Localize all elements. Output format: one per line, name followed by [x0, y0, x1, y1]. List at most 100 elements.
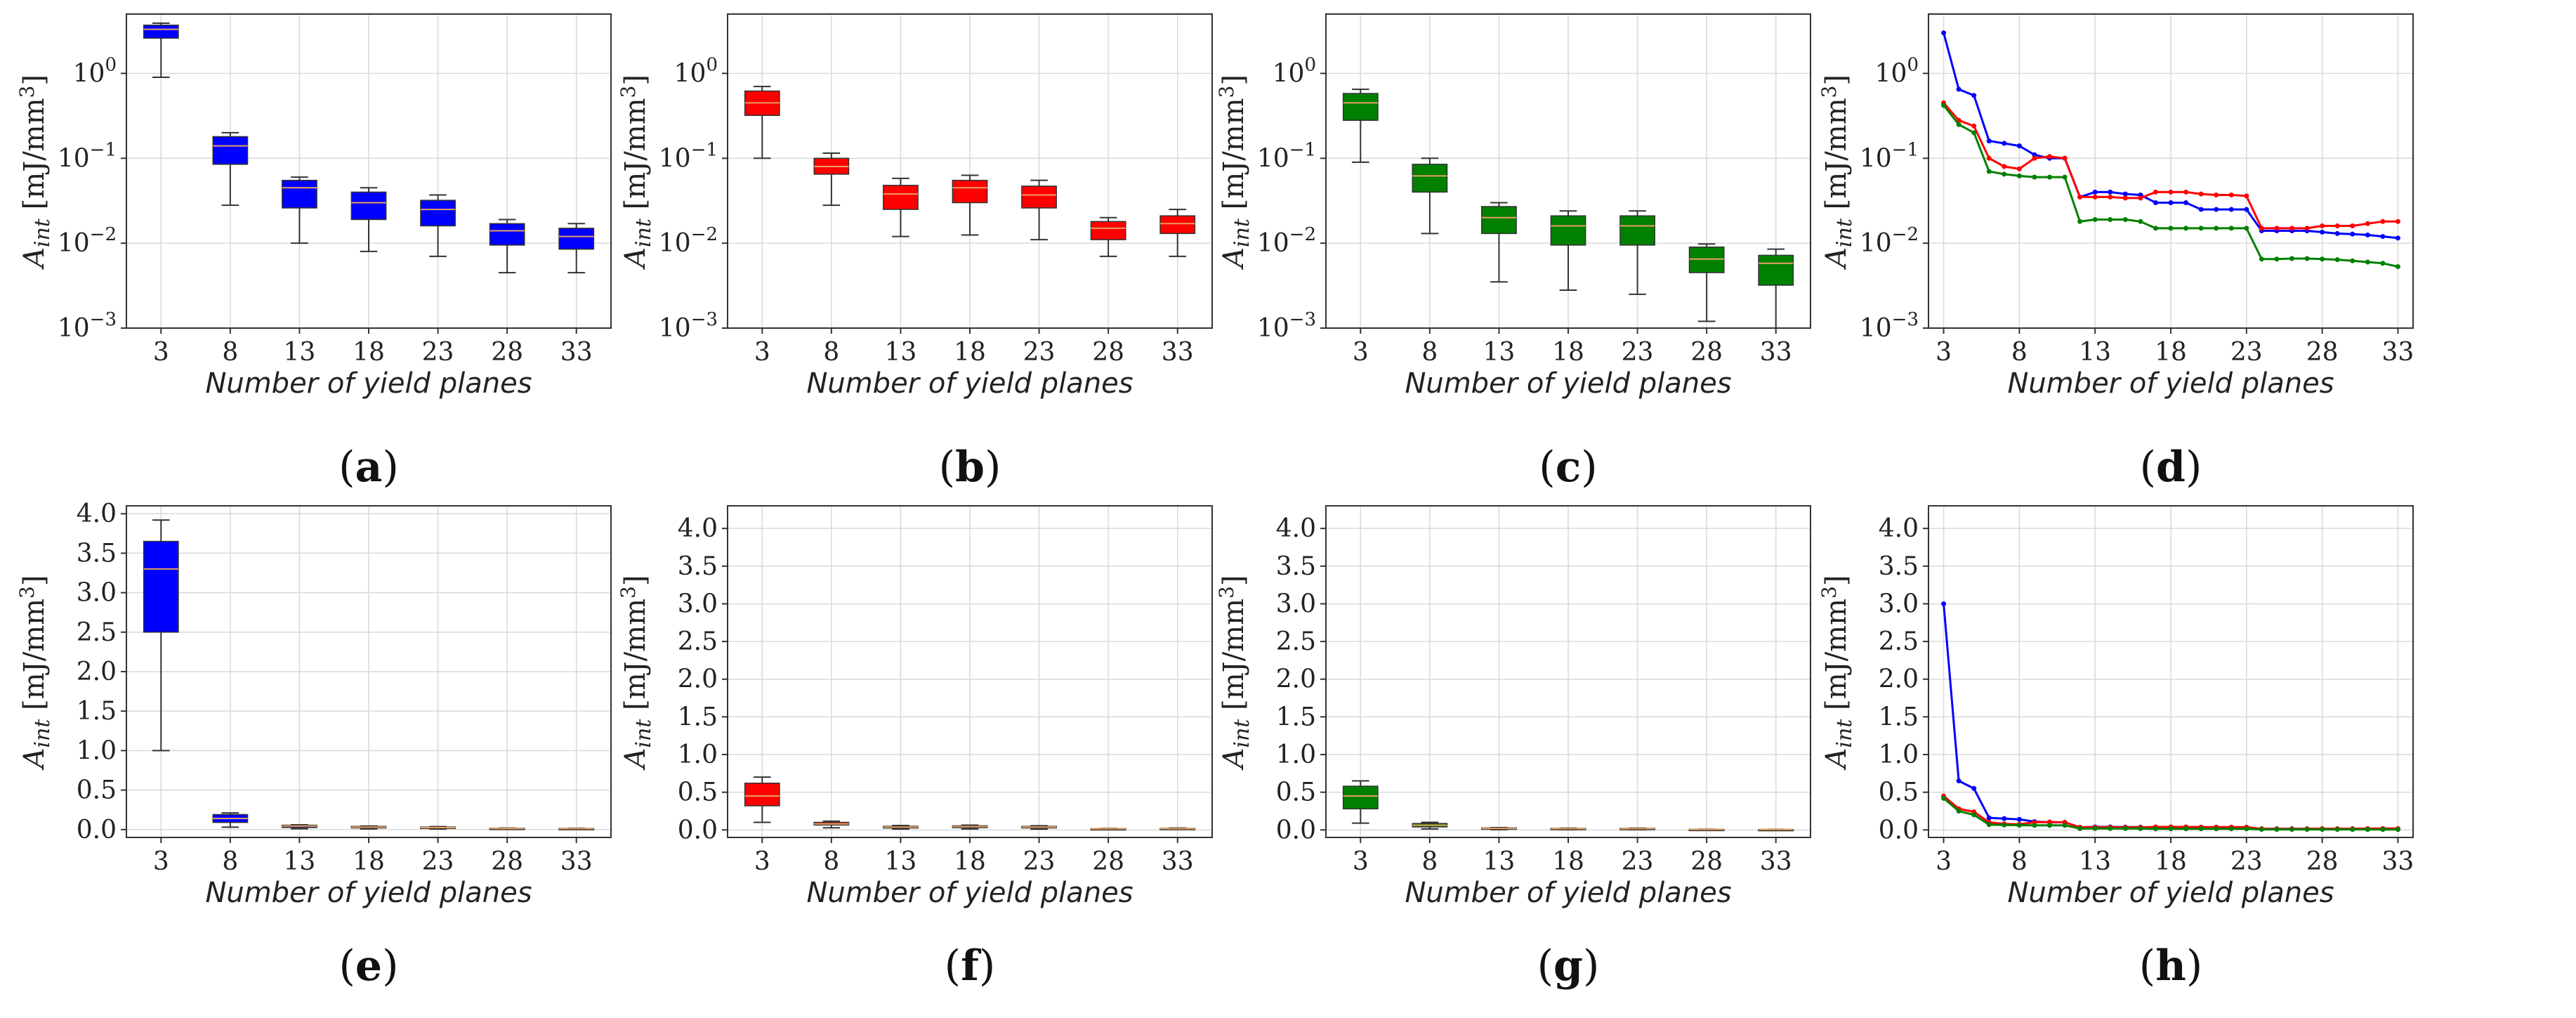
x-tick-label: 23 [422, 847, 454, 876]
series-point [2320, 229, 2325, 235]
y-tick-label: 0.0 [678, 816, 718, 844]
series-green [1941, 103, 2400, 269]
box-13 [1481, 202, 1517, 283]
box-body [952, 179, 988, 204]
y-tick-label: 1.5 [1276, 703, 1316, 731]
box-23 [1619, 210, 1655, 295]
series-point [2395, 263, 2400, 269]
y-tick-label: 10−1 [58, 139, 117, 173]
chart-panel-e: 0.0 0.5 1.0 1.5 2.0 2.5 3.0 3.5 4.0 3 8 13 18 23 28 33 N… [15, 500, 612, 991]
series-point [2092, 189, 2098, 195]
series-point [2244, 226, 2249, 231]
y-tick-label: 10−1 [1860, 139, 1919, 173]
x-tick-label: 23 [1023, 338, 1056, 367]
x-tick-label: 8 [823, 338, 839, 367]
x-tick-label: 3 [1936, 847, 1952, 876]
x-tick-label: 3 [153, 847, 169, 876]
y-tick-label: 0.5 [1879, 778, 1919, 807]
x-tick-label: 13 [2079, 338, 2111, 367]
box-8 [1412, 157, 1448, 235]
box-13 [883, 177, 919, 237]
series-point [2350, 231, 2355, 237]
box-body [143, 25, 179, 39]
series-point [2168, 226, 2174, 231]
x-tick-label: 13 [284, 847, 316, 876]
series-point [2380, 218, 2386, 224]
series-point [2032, 155, 2037, 161]
series-point [2334, 223, 2340, 228]
box-body [143, 540, 179, 633]
y-tick-label: 2.5 [1276, 627, 1316, 656]
series-point [2380, 234, 2386, 240]
series-point [2108, 826, 2113, 831]
box-8 [212, 812, 249, 828]
box-33 [558, 223, 595, 274]
y-tick-label: 4.0 [1879, 514, 1919, 543]
series-point [2365, 827, 2370, 833]
series-blue [1941, 30, 2400, 241]
y-tick-label: 1.0 [77, 736, 117, 765]
box-28 [1688, 243, 1725, 322]
series-point [2138, 218, 2143, 224]
box-body [1758, 254, 1794, 286]
x-tick-label: 18 [954, 847, 986, 876]
box-3 [1342, 89, 1379, 163]
x-tick-label: 8 [2011, 338, 2028, 367]
box-18 [952, 824, 988, 830]
series-point [2092, 194, 2098, 200]
series-point [2228, 192, 2234, 197]
box-3 [744, 86, 780, 159]
box-33 [1758, 248, 1794, 329]
x-tick-label: 33 [560, 847, 593, 876]
panel-caption: (f) [945, 941, 996, 991]
x-axis-label: Number of yield planes [1405, 877, 1731, 909]
chart-panel-f: 0.0 0.5 1.0 1.5 2.0 2.5 3.0 3.5 4.0 3 8 13 18 23 28 33 N… [617, 505, 1213, 991]
y-axis-label: Aint [mJ/mm3] [15, 74, 55, 270]
series-point [2214, 226, 2219, 231]
series-point [1971, 130, 1977, 136]
box-body [420, 200, 456, 227]
box-8 [212, 131, 249, 207]
series-point [2334, 257, 2340, 263]
y-tick-label: 1.5 [1879, 703, 1919, 731]
y-tick-label: 4.0 [678, 514, 718, 543]
series-point [2183, 200, 2189, 205]
y-tick-label: 10−3 [1860, 309, 1919, 343]
y-tick-label: 3.0 [1879, 589, 1919, 618]
y-tick-label: 0.5 [1276, 778, 1316, 807]
y-tick-label: 10−2 [58, 224, 117, 258]
box-body [1342, 785, 1379, 809]
series-point [2108, 216, 2113, 222]
series-point [2077, 194, 2083, 200]
box-18 [1550, 827, 1586, 830]
series-point [2380, 827, 2386, 833]
box-23 [420, 194, 456, 257]
series-point [2062, 174, 2068, 180]
x-tick-label: 33 [2382, 847, 2414, 876]
x-tick-label: 23 [1622, 338, 1654, 367]
series-point [1971, 123, 1977, 129]
series-point [2350, 223, 2355, 228]
x-tick-label: 13 [1483, 847, 1516, 876]
series-point [2214, 207, 2219, 212]
x-tick-label: 28 [1092, 338, 1124, 367]
series-point [2365, 232, 2370, 237]
series-point [2138, 195, 2143, 201]
series-point [1986, 822, 1992, 828]
box-33 [558, 827, 595, 830]
x-tick-label: 13 [885, 847, 917, 876]
series-point [2320, 223, 2325, 228]
box-23 [420, 826, 456, 830]
x-tick-label: 8 [1421, 847, 1438, 876]
y-axis-label: Aint [mJ/mm3] [617, 575, 656, 771]
series-point [1941, 30, 1947, 36]
panel-caption: (h) [2139, 941, 2202, 991]
series-point [2304, 827, 2310, 833]
y-tick-label: 3.5 [1276, 552, 1316, 581]
series-point [2320, 827, 2325, 833]
y-tick-label: 10−1 [1257, 139, 1316, 173]
y-axis-label: Aint [mJ/mm3] [1215, 575, 1254, 771]
y-tick-label: 4.0 [77, 500, 117, 528]
series-point [2244, 826, 2249, 832]
box-body [744, 783, 780, 807]
